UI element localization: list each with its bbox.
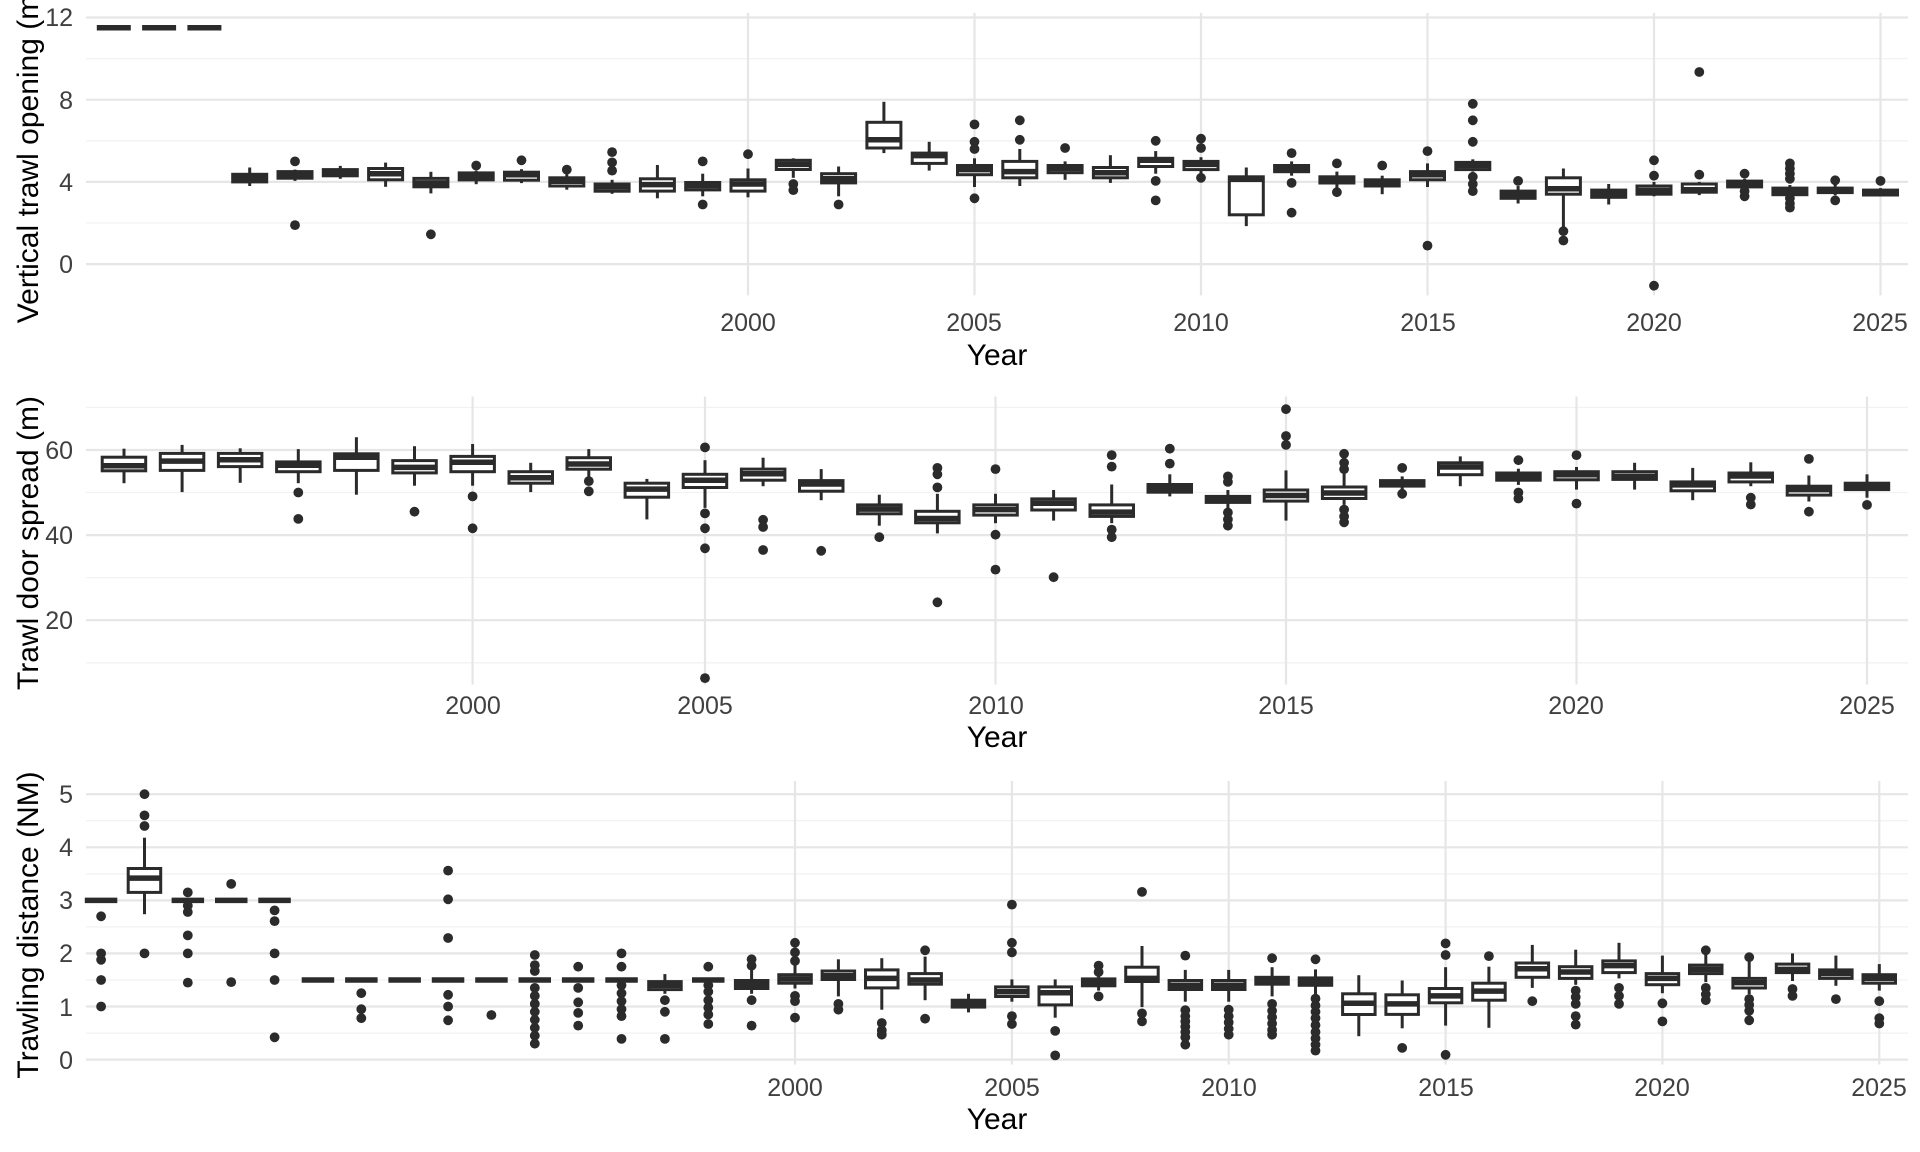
svg-text:2025: 2025 (1851, 1074, 1907, 1102)
svg-text:2015: 2015 (1258, 692, 1314, 720)
svg-text:Year: Year (967, 721, 1028, 754)
svg-text:2: 2 (59, 940, 73, 968)
svg-text:Year: Year (967, 339, 1028, 372)
svg-text:Trawl door spread (m): Trawl door spread (m) (12, 396, 45, 690)
svg-text:2020: 2020 (1634, 1074, 1690, 1102)
svg-text:2025: 2025 (1839, 692, 1895, 720)
svg-text:8: 8 (59, 87, 73, 115)
svg-text:2005: 2005 (984, 1074, 1040, 1102)
svg-text:3: 3 (59, 887, 73, 915)
svg-text:4: 4 (59, 169, 73, 197)
svg-text:2000: 2000 (445, 692, 501, 720)
svg-text:0: 0 (59, 1047, 73, 1075)
svg-text:20: 20 (45, 607, 73, 635)
svg-text:2025: 2025 (1852, 309, 1908, 337)
svg-text:4: 4 (59, 834, 73, 862)
svg-text:0: 0 (59, 251, 73, 279)
svg-text:1: 1 (59, 994, 73, 1022)
svg-text:2010: 2010 (1201, 1074, 1257, 1102)
svg-text:2015: 2015 (1400, 309, 1456, 337)
svg-text:5: 5 (59, 781, 73, 809)
svg-text:Year: Year (967, 1103, 1028, 1136)
svg-text:2020: 2020 (1626, 309, 1682, 337)
svg-text:2005: 2005 (677, 692, 733, 720)
svg-text:12: 12 (45, 4, 73, 32)
svg-text:2020: 2020 (1548, 692, 1604, 720)
svg-text:2000: 2000 (767, 1074, 823, 1102)
svg-text:2010: 2010 (968, 692, 1024, 720)
svg-text:40: 40 (45, 522, 73, 550)
svg-text:2015: 2015 (1418, 1074, 1474, 1102)
svg-text:2000: 2000 (720, 309, 776, 337)
svg-text:2005: 2005 (946, 309, 1002, 337)
svg-text:2010: 2010 (1173, 309, 1229, 337)
svg-text:60: 60 (45, 437, 73, 465)
svg-text:Vertical trawl opening (m): Vertical trawl opening (m) (12, 0, 45, 323)
svg-text:Trawling distance (NM): Trawling distance (NM) (12, 771, 45, 1078)
